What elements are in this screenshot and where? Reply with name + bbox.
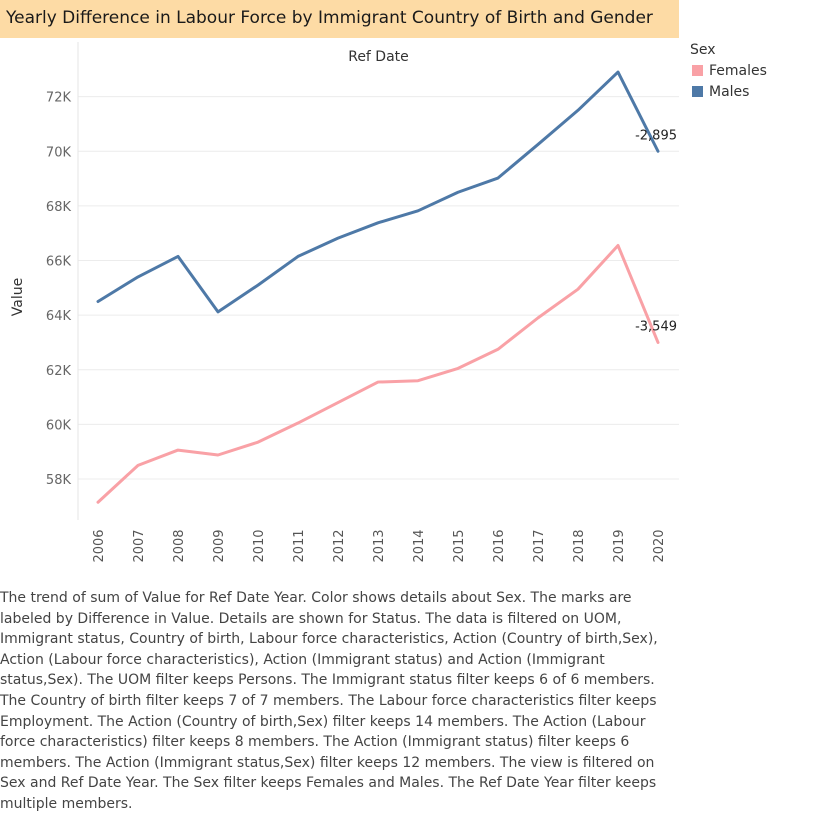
x-tick-label: 2012 [332,529,347,562]
x-tick-label: 2016 [492,529,507,562]
x-tick-label: 2017 [532,529,547,562]
legend: Sex Females Males [690,42,767,102]
series-line-females [96,243,660,504]
series-line-males [96,70,660,314]
x-tick-label: 2011 [292,529,307,562]
x-tick-label: 2009 [212,529,227,562]
y-tick-label: 64K [46,309,72,324]
x-tick-label: 2018 [572,529,587,562]
y-tick-label: 66K [46,255,72,270]
legend-label: Males [709,83,750,100]
x-tick-label: 2019 [612,529,627,562]
y-tick-label: 60K [46,418,72,433]
y-tick-label: 72K [46,91,72,106]
x-tick-label: 2007 [132,529,147,562]
column-header: Ref Date [348,49,409,65]
data-label-males: -2,895 [635,128,677,143]
legend-swatch [692,65,703,76]
data-label-females: -3,549 [635,319,677,334]
x-tick-label: 2008 [172,529,187,562]
x-tick-label: 2020 [652,529,667,562]
chart-title: Yearly Difference in Labour Force by Imm… [6,8,653,28]
title-bar: Yearly Difference in Labour Force by Imm… [0,0,679,38]
chart-description: The trend of sum of Value for Ref Date Y… [0,590,658,812]
legend-label: Females [709,62,767,79]
x-tick-label: 2006 [92,529,107,562]
line-chart: Ref Date 58K 60K 62K 64K 66K 68K 70K 72K Value 200… [10,42,679,563]
x-tick-label: 2015 [452,529,467,562]
y-tick-label: 68K [46,200,72,215]
y-tick-label: 62K [46,364,72,379]
legend-item-females[interactable]: Females [690,60,767,81]
x-tick-label: 2014 [412,529,427,562]
legend-title: Sex [690,42,716,58]
legend-swatch [692,86,703,97]
x-tick-label: 2013 [372,529,387,562]
y-tick-label: 58K [46,473,72,488]
legend-item-males[interactable]: Males [690,81,767,102]
y-tick-label: 70K [46,145,72,160]
y-axis-title: Value [10,278,26,316]
x-tick-label: 2010 [252,529,267,562]
